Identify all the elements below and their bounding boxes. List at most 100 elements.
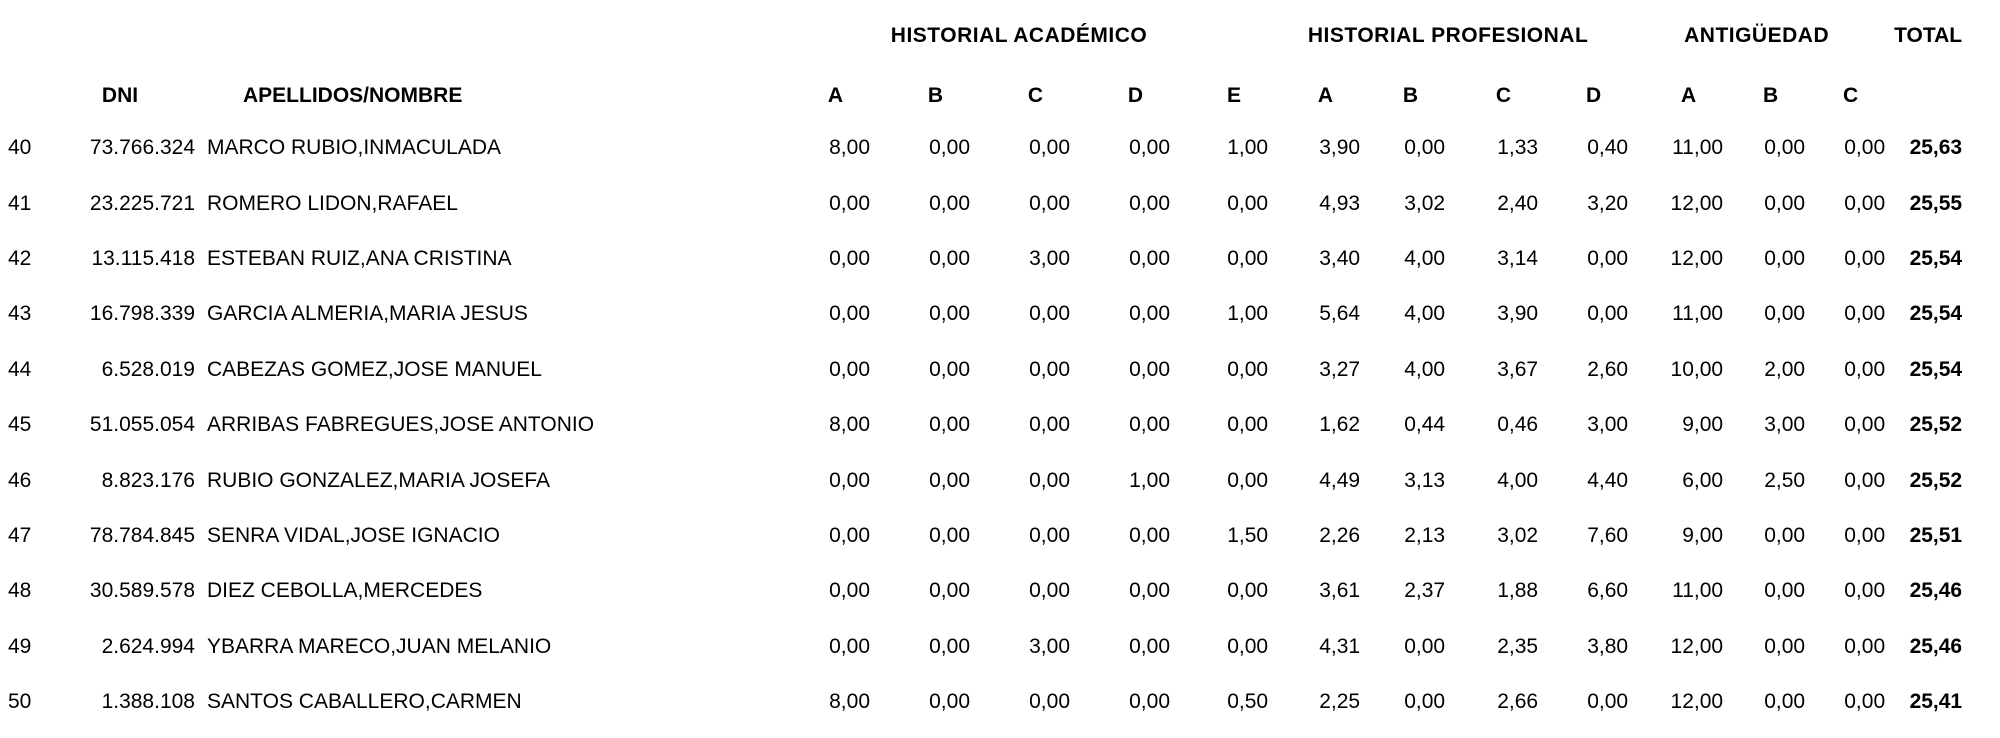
profesional-a-value: 3,61: [1319, 579, 1361, 603]
profesional-b-value: 2,13: [1404, 523, 1446, 547]
academico-e-value: 1,50: [1227, 523, 1269, 547]
table-row: 40 73.766.324 MARCO RUBIO,INMACULADA 8,0…: [0, 120, 2000, 175]
total-value: 25,54: [1909, 357, 1963, 381]
person-name: SANTOS CABALLERO,CARMEN: [207, 690, 522, 714]
profesional-a-value: 3,90: [1319, 136, 1361, 160]
academico-e-value: 0,00: [1227, 246, 1269, 270]
antiguedad-c-value: 0,00: [1844, 191, 1886, 215]
table-row: 42 13.115.418 ESTEBAN RUIZ,ANA CRISTINA …: [0, 231, 2000, 286]
antiguedad-b-value: 2,50: [1764, 468, 1806, 492]
profesional-a-value: 4,49: [1319, 468, 1361, 492]
dni-value: 78.784.845: [89, 523, 195, 547]
table-row: 49 2.624.994 YBARRA MARECO,JUAN MELANIO …: [0, 619, 2000, 674]
profesional-b-value: 4,00: [1404, 302, 1446, 326]
dni-value: 73.766.324: [89, 136, 195, 160]
profesional-d-value: 7,60: [1587, 523, 1629, 547]
profesional-b-value: 4,00: [1404, 357, 1446, 381]
profesional-d-value: 2,60: [1587, 357, 1629, 381]
academico-c-value: 0,00: [1029, 523, 1070, 547]
person-name: ESTEBAN RUIZ,ANA CRISTINA: [207, 246, 512, 270]
historial-profesional-header: HISTORIAL PROFESIONAL: [1307, 24, 1589, 47]
antiguedad-c-value: 0,00: [1844, 523, 1886, 547]
row-number: 47: [8, 523, 32, 547]
total-value: 25,52: [1909, 413, 1963, 437]
profesional-b-value: 0,00: [1404, 690, 1446, 714]
academico-e-value: 0,00: [1227, 468, 1269, 492]
academico-b-value: 0,00: [929, 136, 970, 160]
dni-value: 16.798.339: [89, 302, 195, 326]
academico-b-value: 0,00: [929, 413, 970, 437]
academico-a-value: 0,00: [829, 634, 870, 658]
profesional-d-value: 3,20: [1587, 191, 1629, 215]
antiguedad-b-value: 3,00: [1764, 413, 1806, 437]
antiguedad-col-b: B: [1762, 84, 1779, 107]
profesional-c-value: 1,88: [1497, 579, 1539, 603]
profesional-col-d: D: [1585, 84, 1602, 107]
table-row: 48 30.589.578 DIEZ CEBOLLA,MERCEDES 0,00…: [0, 563, 2000, 618]
row-number: 40: [8, 136, 32, 160]
antiguedad-col-a: A: [1680, 84, 1697, 107]
total-value: 25,52: [1909, 468, 1963, 492]
profesional-col-a: A: [1317, 84, 1334, 107]
academico-a-value: 0,00: [829, 246, 870, 270]
dni-value: 2.624.994: [101, 634, 195, 658]
academico-a-value: 0,00: [829, 468, 870, 492]
column-header-row: DNI APELLIDOS/NOMBRE A B C D E A B C D A…: [0, 60, 2000, 120]
profesional-col-c: C: [1495, 84, 1512, 107]
academico-c-value: 0,00: [1029, 413, 1070, 437]
antiguedad-b-value: 0,00: [1764, 579, 1806, 603]
antiguedad-a-value: 9,00: [1682, 523, 1724, 547]
antiguedad-b-value: 2,00: [1764, 357, 1806, 381]
dni-value: 13.115.418: [91, 246, 195, 270]
antiguedad-a-value: 12,00: [1670, 246, 1724, 270]
academico-col-b: B: [927, 84, 943, 107]
profesional-b-value: 2,37: [1404, 579, 1446, 603]
academico-c-value: 0,00: [1029, 302, 1070, 326]
academico-b-value: 0,00: [929, 634, 970, 658]
antiguedad-c-value: 0,00: [1844, 634, 1886, 658]
profesional-a-value: 1,62: [1319, 413, 1361, 437]
total-header: TOTAL: [1894, 24, 1963, 47]
profesional-d-value: 0,00: [1587, 690, 1629, 714]
person-name: MARCO RUBIO,INMACULADA: [207, 136, 502, 160]
academico-b-value: 0,00: [929, 302, 970, 326]
academico-e-value: 1,00: [1227, 136, 1269, 160]
academico-col-a: A: [827, 84, 843, 107]
row-number: 45: [8, 413, 32, 437]
table-row: 47 78.784.845 SENRA VIDAL,JOSE IGNACIO 0…: [0, 508, 2000, 563]
academico-b-value: 0,00: [929, 357, 970, 381]
academico-c-value: 0,00: [1029, 357, 1070, 381]
academico-c-value: 3,00: [1029, 634, 1070, 658]
academico-a-value: 8,00: [829, 136, 870, 160]
academico-d-value: 0,00: [1129, 302, 1170, 326]
academico-col-c: C: [1027, 84, 1043, 107]
antiguedad-b-value: 0,00: [1764, 302, 1806, 326]
table-row: 45 51.055.054 ARRIBAS FABREGUES,JOSE ANT…: [0, 397, 2000, 452]
profesional-a-value: 4,31: [1319, 634, 1361, 658]
academico-e-value: 0,50: [1227, 690, 1269, 714]
antiguedad-col-c: C: [1842, 84, 1859, 107]
row-number: 49: [8, 634, 32, 658]
group-header-row: HISTORIAL ACADÉMICO HISTORIAL PROFESIONA…: [0, 0, 2000, 60]
academico-b-value: 0,00: [929, 579, 970, 603]
profesional-c-value: 3,14: [1497, 246, 1539, 270]
total-value: 25,54: [1909, 246, 1963, 270]
academico-a-value: 8,00: [829, 690, 870, 714]
antiguedad-a-value: 12,00: [1670, 634, 1724, 658]
profesional-b-value: 4,00: [1404, 246, 1446, 270]
academico-d-value: 0,00: [1129, 579, 1170, 603]
academico-c-value: 0,00: [1029, 468, 1070, 492]
profesional-c-value: 4,00: [1497, 468, 1539, 492]
academico-e-value: 0,00: [1227, 357, 1269, 381]
academico-d-value: 1,00: [1129, 468, 1170, 492]
row-number: 41: [8, 191, 32, 215]
antiguedad-a-value: 11,00: [1672, 579, 1724, 603]
academico-a-value: 0,00: [829, 579, 870, 603]
profesional-d-value: 3,00: [1587, 413, 1629, 437]
table-row: 46 8.823.176 RUBIO GONZALEZ,MARIA JOSEFA…: [0, 452, 2000, 507]
dni-value: 1.388.108: [101, 690, 195, 714]
profesional-d-value: 0,00: [1587, 302, 1629, 326]
academico-c-value: 0,00: [1029, 690, 1070, 714]
row-number: 42: [8, 246, 32, 270]
academico-b-value: 0,00: [929, 191, 970, 215]
